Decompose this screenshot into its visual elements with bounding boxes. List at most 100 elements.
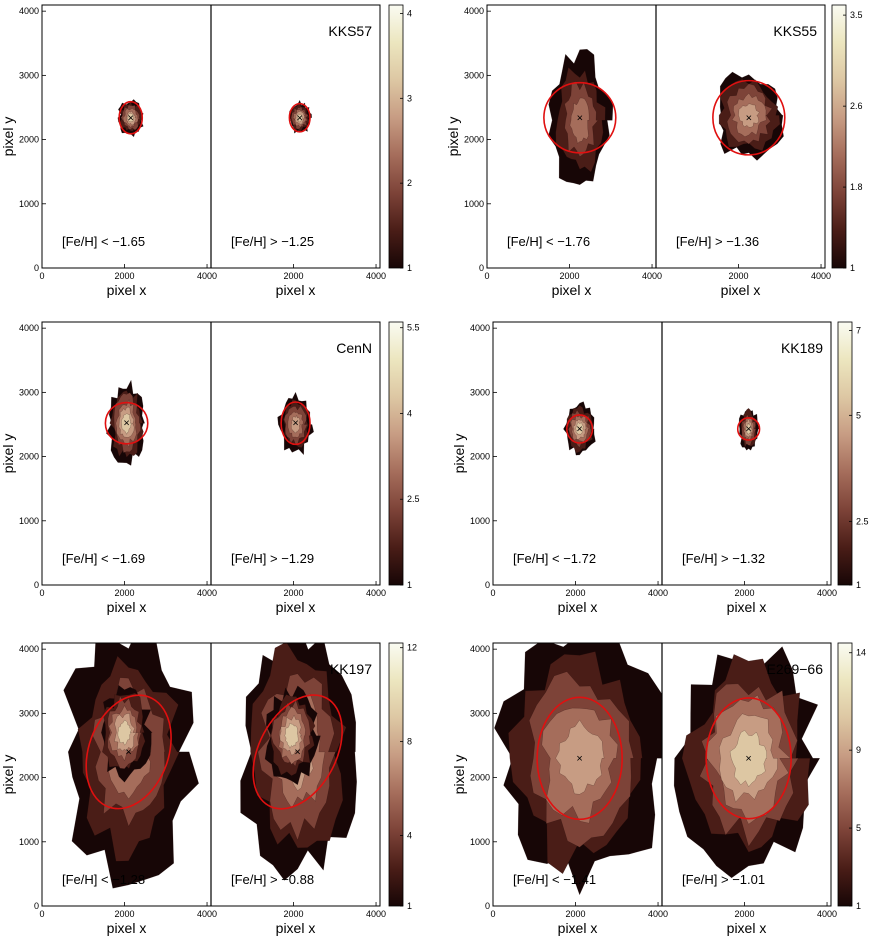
y-tick-label: 3000	[470, 708, 490, 718]
metallicity-cut-label: [Fe/H] < −1.65	[62, 234, 145, 249]
x-axis-label: pixel x	[107, 282, 147, 298]
panel-metal-rich: × [Fe/H] > −1.25 2000 4000	[210, 99, 386, 281]
y-axis-label: pixel y	[0, 755, 16, 795]
y-tick-label: 2000	[19, 135, 39, 145]
colorbar-gradient	[388, 4, 404, 269]
center-marker: ×	[292, 418, 298, 430]
y-tick-label: 1000	[470, 837, 490, 847]
colorbar: 1 4 8 12	[388, 642, 417, 911]
center-marker: ×	[576, 753, 582, 765]
y-tick-label: 4000	[19, 323, 39, 333]
contour-level	[121, 413, 132, 435]
center-marker: ×	[125, 746, 131, 758]
x-axis-label: pixel x	[276, 599, 316, 615]
y-tick-label: 1000	[464, 199, 484, 209]
x-tick-label: 0	[39, 271, 44, 281]
y-tick-label: 2000	[19, 773, 39, 783]
y-tick-label: 0	[34, 580, 39, 590]
x-axis-label: pixel x	[727, 920, 767, 936]
x-axis-label: pixel x	[558, 599, 598, 615]
metallicity-cut-label: [Fe/H] > −1.29	[231, 551, 314, 566]
chart-3: × [Fe/H] < −1.72 0 2000 4000 × [Fe/H] > −1.32 2…	[451, 321, 869, 615]
x-axis-label: pixel x	[107, 599, 147, 615]
x-tick-label: 4000	[197, 588, 217, 598]
x-tick-label: 2000	[735, 588, 755, 598]
density-map	[289, 99, 312, 134]
fit-ellipse	[85, 694, 172, 810]
colorbar: 1 2 3 4	[388, 4, 412, 273]
y-tick-label: 0	[485, 580, 490, 590]
metallicity-cut-label: [Fe/H] < −1.28	[62, 872, 145, 887]
x-tick-label: 0	[39, 909, 44, 919]
contour-level	[555, 719, 605, 795]
galaxy-name: E269−66	[767, 661, 824, 677]
metallicity-cut-label: [Fe/H] > −1.32	[682, 551, 765, 566]
colorbar-gradient	[388, 642, 404, 907]
x-tick-label: 4000	[197, 909, 217, 919]
y-tick-label: 4000	[470, 323, 490, 333]
x-tick-label: 0	[490, 588, 495, 598]
y-tick-label: 4000	[470, 644, 490, 654]
fit-ellipse	[705, 697, 792, 820]
contour-level	[126, 112, 135, 123]
colorbar-tick-label: 2.6	[850, 101, 863, 111]
galaxy-name: KKS55	[773, 23, 817, 39]
x-axis-label: pixel x	[107, 920, 147, 936]
contour-level	[290, 414, 302, 434]
x-tick-label: 4000	[811, 271, 831, 281]
y-tick-label: 0	[485, 901, 490, 911]
x-tick-label: 2000	[560, 271, 580, 281]
galaxy-name: KK197	[330, 661, 372, 677]
fit-ellipse	[280, 401, 311, 446]
center-marker: ×	[745, 753, 751, 765]
center-marker: ×	[577, 112, 583, 124]
colorbar-tick-label: 14	[856, 648, 866, 658]
contour-level	[117, 719, 132, 746]
x-tick-label: 2000	[284, 909, 304, 919]
colorbar: 1 2.5 5 7	[837, 321, 869, 590]
fit-ellipse	[543, 81, 617, 154]
colorbar-gradient	[837, 321, 853, 586]
density-map	[240, 643, 357, 881]
colorbar-tick-label: 5	[856, 823, 861, 833]
x-tick-label: 2000	[115, 271, 135, 281]
density-map	[718, 71, 784, 161]
panel-metal-poor: × [Fe/H] < −1.28 0 2000 4000	[39, 643, 217, 919]
contour-level	[729, 729, 767, 788]
fit-ellipse	[736, 417, 761, 441]
density-map	[548, 48, 614, 185]
fit-ellipse	[712, 79, 786, 156]
x-tick-label: 2000	[735, 909, 755, 919]
colorbar-tick-label: 7	[856, 325, 861, 335]
colorbar-tick-label: 1.8	[850, 182, 863, 192]
y-axis-label: pixel y	[0, 117, 16, 157]
x-tick-label: 2000	[284, 271, 304, 281]
x-tick-label: 4000	[648, 909, 668, 919]
x-axis-label: pixel x	[276, 920, 316, 936]
x-tick-label: 4000	[642, 271, 662, 281]
x-tick-label: 4000	[366, 271, 386, 281]
panel-metal-rich: × [Fe/H] > −1.29 2000 4000	[210, 391, 386, 598]
colorbar-tick-label: 5	[856, 410, 861, 420]
x-axis-label: pixel x	[558, 920, 598, 936]
y-tick-label: 1000	[19, 199, 39, 209]
center-marker: ×	[746, 112, 752, 124]
colorbar-tick-label: 1	[850, 263, 855, 273]
y-tick-label: 3000	[464, 70, 484, 80]
metallicity-cut-label: [Fe/H] > −1.36	[676, 234, 759, 249]
center-marker: ×	[745, 423, 751, 435]
contour-level	[569, 97, 590, 144]
x-tick-label: 4000	[648, 588, 668, 598]
density-map	[673, 646, 821, 879]
colorbar-tick-label: 12	[407, 643, 417, 653]
galaxy-name: CenN	[336, 340, 372, 356]
fit-ellipse	[288, 102, 311, 133]
panel-metal-poor: × [Fe/H] < −1.41 0 2000 4000	[490, 643, 668, 919]
metallicity-cut-label: [Fe/H] < −1.41	[513, 872, 596, 887]
x-tick-label: 0	[484, 271, 489, 281]
colorbar-tick-label: 1	[407, 263, 412, 273]
y-axis-label: pixel y	[0, 434, 16, 474]
x-tick-label: 4000	[817, 588, 837, 598]
metallicity-cut-label: [Fe/H] > −0.88	[231, 872, 314, 887]
y-axis-label: pixel y	[445, 117, 461, 157]
